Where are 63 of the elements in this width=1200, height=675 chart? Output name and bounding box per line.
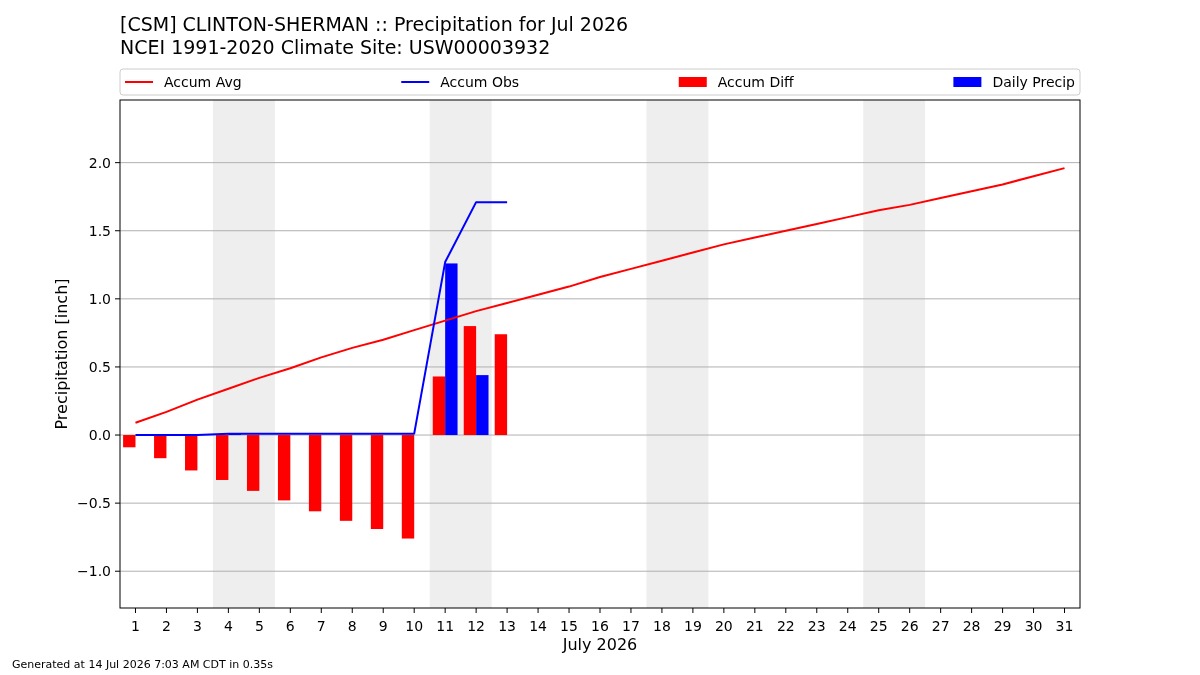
bar [277,435,291,501]
x-tick-label: 30 [1024,618,1043,634]
x-tick-label: 2 [161,618,171,634]
x-tick-label: 11 [436,618,455,634]
x-tick-label: 27 [931,618,950,634]
x-tick-label: 20 [714,618,733,634]
bar [123,435,136,448]
bar [339,435,353,521]
text: Generated at 14 Jul 2026 7:03 AM CDT in 0.35s [12,658,274,671]
chart-subtitle: NCEI 1991-2020 Climate Site: USW00003932 [120,36,551,58]
x-tick-label: 21 [745,618,764,634]
bar [370,435,384,530]
legend-label: Accum Obs [440,74,520,90]
x-tick-label: 19 [683,618,702,634]
bar [432,376,446,436]
y-tick-label: −0.5 [77,495,111,512]
x-tick-label: 1 [131,618,140,634]
x-tick-label: 15 [560,618,578,634]
x-tick-label: 7 [316,618,326,634]
y-tick-label: 0.5 [88,358,111,375]
y-tick-label: −1.0 [77,563,111,580]
x-tick-label: 25 [869,618,888,634]
legend-label: Accum Avg [164,74,242,90]
x-tick-label: 6 [285,618,295,634]
x-tick-label: 3 [192,618,202,634]
y-tick-label: 0.0 [88,427,111,444]
x-tick-label: 8 [347,618,357,634]
y-tick-label: 1.0 [88,290,111,307]
bar [401,435,415,539]
x-tick-label: 13 [498,618,517,634]
x-tick-label: 23 [807,618,826,634]
x-tick-label: 24 [838,618,857,634]
bar [246,435,260,491]
legend-label: Accum Diff [717,74,795,90]
y-tick-label: 2.0 [88,154,111,171]
y-axis-title: Precipitation [inch] [52,278,71,430]
x-tick-label: 26 [900,618,919,634]
x-tick-label: 16 [591,618,609,634]
x-tick-label: 4 [223,618,233,634]
x-tick-label: 10 [405,618,424,634]
x-tick-label: 29 [993,618,1012,634]
y-tick-label: 1.5 [88,222,111,239]
bar [494,334,508,436]
x-axis-title: July 2026 [561,635,638,654]
line-series [134,201,509,437]
x-tick-label: 18 [653,618,671,634]
bar [185,435,198,471]
chart-title: [CSM] CLINTON-SHERMAN :: Precipitation for Jul 2026 [120,13,629,35]
bar [476,375,489,436]
legend-label: Daily Precip [992,74,1076,90]
bar [463,326,477,436]
x-tick-label: 22 [776,618,795,634]
x-tick-label: 14 [529,618,548,634]
bar [154,435,167,459]
bar [216,435,229,480]
x-tick-label: 17 [622,618,640,634]
line-series [134,167,1066,424]
x-tick-label: 28 [962,618,981,634]
bar [308,435,322,512]
x-tick-label: 31 [1055,618,1074,634]
x-tick-label: 9 [378,618,388,634]
x-tick-label: 12 [467,618,486,634]
x-tick-label: 5 [254,618,264,634]
